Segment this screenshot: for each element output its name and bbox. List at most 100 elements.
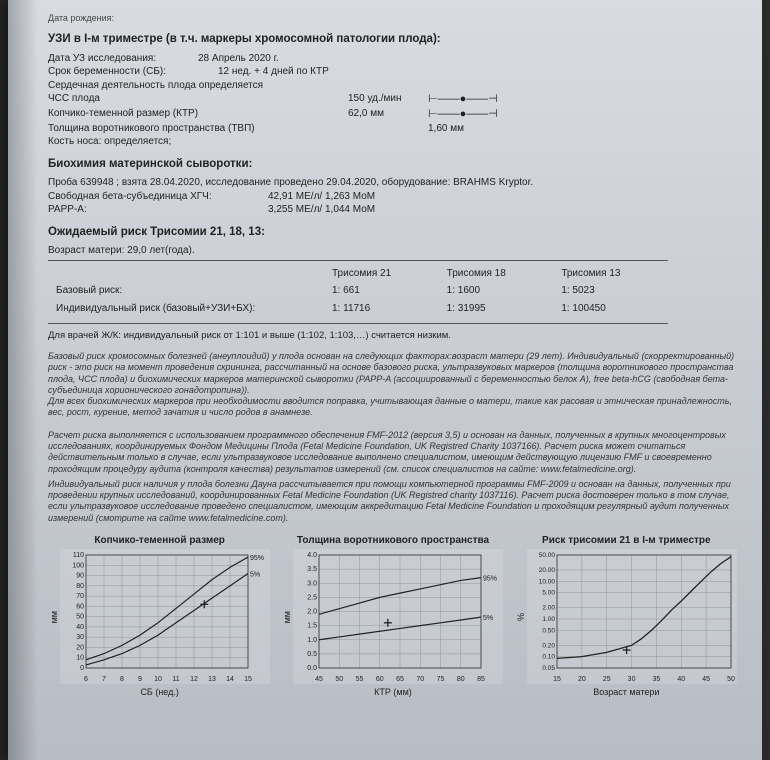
svg-text:45: 45 xyxy=(702,676,710,683)
svg-text:1.00: 1.00 xyxy=(542,616,555,623)
svg-text:5.00: 5.00 xyxy=(542,590,555,597)
us-nt-label: Толщина воротникового пространства (ТВП) xyxy=(48,122,348,136)
us-crl-label: Копчико-теменной размер (КТР) xyxy=(48,107,348,122)
row1-t21: 1: 11716 xyxy=(324,300,439,318)
svg-text:30: 30 xyxy=(627,676,635,683)
svg-text:15: 15 xyxy=(553,676,561,683)
crl-chart: Копчико-теменной размер мм 6789101112131… xyxy=(48,534,271,699)
fine-p2: Индивидуальный риск наличия у плода боле… xyxy=(48,479,738,524)
svg-text:20: 20 xyxy=(76,645,84,652)
crl-chart-svg: 6789101112131415010203040506070809010011… xyxy=(60,549,270,684)
svg-text:2.5: 2.5 xyxy=(308,595,318,602)
svg-text:30: 30 xyxy=(76,635,84,642)
svg-text:50: 50 xyxy=(76,614,84,621)
risk-table: Трисомия 21 Трисомия 18 Трисомия 13 Базо… xyxy=(48,265,668,318)
table-row: Индивидуальный риск (базовый+УЗИ+БХ): 1:… xyxy=(48,300,668,318)
col-t13: Трисомия 13 xyxy=(553,265,668,283)
col-t21: Трисомия 21 xyxy=(324,265,439,283)
row0-t18: 1: 1600 xyxy=(439,282,554,300)
svg-text:0.05: 0.05 xyxy=(542,665,555,672)
svg-text:95%: 95% xyxy=(483,576,497,583)
nt-chart-svg: 4550556065707580850.00.51.01.52.02.53.03… xyxy=(293,549,503,684)
t21-chart: Риск трисомии 21 в I-м триместре % 15202… xyxy=(515,534,738,699)
svg-text:12: 12 xyxy=(190,676,198,683)
top-line: Дата рождения: xyxy=(48,12,738,24)
svg-text:90: 90 xyxy=(76,573,84,580)
row0-t21: 1: 661 xyxy=(324,282,439,300)
svg-text:80: 80 xyxy=(457,676,465,683)
svg-text:50: 50 xyxy=(336,676,344,683)
svg-text:0: 0 xyxy=(80,665,84,672)
crl-xlabel: СБ (нед.) xyxy=(48,686,271,698)
t21-xlabel: Возраст матери xyxy=(515,686,738,698)
us-date-label: Дата УЗ исследования: xyxy=(48,52,198,66)
svg-text:70: 70 xyxy=(417,676,425,683)
svg-text:85: 85 xyxy=(478,676,486,683)
range-marker-icon: ⊢——●——⊣ xyxy=(428,92,498,107)
svg-text:65: 65 xyxy=(397,676,405,683)
col-t18: Трисомия 18 xyxy=(439,265,554,283)
svg-text:0.0: 0.0 xyxy=(308,665,318,672)
report-page: Дата рождения: УЗИ в I-м триместре (в т.… xyxy=(8,0,762,760)
us-crl-value: 62,0 мм xyxy=(348,107,428,122)
us-nb: Кость носа: определяется; xyxy=(48,135,738,149)
svg-text:0.20: 0.20 xyxy=(542,643,555,650)
svg-text:6: 6 xyxy=(84,676,88,683)
svg-text:75: 75 xyxy=(437,676,445,683)
us-heading: УЗИ в I-м триместре (в т.ч. маркеры хром… xyxy=(48,32,738,48)
maternal-sample: Проба 639948 ; взята 28.04.2020, исследо… xyxy=(48,176,738,190)
svg-text:100: 100 xyxy=(72,563,84,570)
svg-text:14: 14 xyxy=(226,676,234,683)
svg-text:50.00: 50.00 xyxy=(539,552,556,559)
svg-text:40: 40 xyxy=(76,624,84,631)
fine-p1: Базовый риск хромосомных болезней (анеуп… xyxy=(48,351,738,475)
doctor-note: Для врачей Ж/К: индивидуальный риск от 1… xyxy=(48,330,738,343)
us-nt-value xyxy=(348,122,428,136)
svg-text:80: 80 xyxy=(76,583,84,590)
row0-t13: 1: 5023 xyxy=(553,282,668,300)
nt-chart-title: Толщина воротникового пространства xyxy=(281,534,504,548)
svg-text:2.0: 2.0 xyxy=(308,609,318,616)
us-ga-label: Срок беременности (СБ): xyxy=(48,65,218,79)
svg-text:70: 70 xyxy=(76,594,84,601)
nt-xlabel: КТР (мм) xyxy=(281,686,504,698)
svg-text:60: 60 xyxy=(76,604,84,611)
fine-print: Базовый риск хромосомных болезней (анеуп… xyxy=(48,351,738,524)
svg-text:45: 45 xyxy=(316,676,324,683)
range-marker-icon: ⊢——●——⊣ xyxy=(428,107,498,122)
svg-text:110: 110 xyxy=(73,552,84,559)
risk-divider-bottom xyxy=(48,323,668,324)
risk-heading: Ожидаемый риск Трисомии 21, 18, 13: xyxy=(48,225,738,241)
us-date-row: Дата УЗ исследования: 28 Апрель 2020 г. xyxy=(48,52,738,66)
svg-text:95%: 95% xyxy=(250,555,264,562)
svg-text:8: 8 xyxy=(120,676,124,683)
svg-text:20: 20 xyxy=(578,676,586,683)
svg-text:0.50: 0.50 xyxy=(542,628,555,635)
svg-text:15: 15 xyxy=(244,676,252,683)
us-fhr-value: 150 уд./мин xyxy=(348,92,428,107)
svg-text:9: 9 xyxy=(138,676,142,683)
svg-text:3.5: 3.5 xyxy=(308,567,318,574)
t21-chart-title: Риск трисомии 21 в I-м триместре xyxy=(515,534,738,548)
svg-text:10: 10 xyxy=(76,655,84,662)
svg-text:25: 25 xyxy=(603,676,611,683)
us-nt-value2: 1,60 мм xyxy=(428,122,464,136)
svg-text:5%: 5% xyxy=(250,572,260,579)
svg-text:1.5: 1.5 xyxy=(308,623,318,630)
row1-t13: 1: 100450 xyxy=(553,300,668,318)
papp-row: PAPP-A: 3,255 МЕ/л/ 1,044 МоМ xyxy=(48,203,738,217)
svg-text:20.00: 20.00 xyxy=(539,567,556,574)
papp-value: 3,255 МЕ/л/ 1,044 МоМ xyxy=(268,203,468,217)
table-row: Базовый риск: 1: 661 1: 1600 1: 5023 xyxy=(48,282,668,300)
us-date-value: 28 Апрель 2020 г. xyxy=(198,52,279,66)
hcg-row: Свободная бета-субъединица ХГЧ: 42,91 МЕ… xyxy=(48,190,738,204)
table-row: Трисомия 21 Трисомия 18 Трисомия 13 xyxy=(48,265,668,283)
us-ga-row: Срок беременности (СБ): 12 нед. + 4 дней… xyxy=(48,65,738,79)
svg-text:2.00: 2.00 xyxy=(542,605,555,612)
risk-age: Возраст матери: 29,0 лет(года). xyxy=(48,244,738,258)
col-blank xyxy=(48,265,324,283)
svg-text:13: 13 xyxy=(208,676,216,683)
us-fhr-row: ЧСС плода 150 уд./мин ⊢——●——⊣ xyxy=(48,92,738,107)
us-ga-value: 12 нед. + 4 дней по КТР xyxy=(218,65,329,79)
hcg-label: Свободная бета-субъединица ХГЧ: xyxy=(48,190,268,204)
